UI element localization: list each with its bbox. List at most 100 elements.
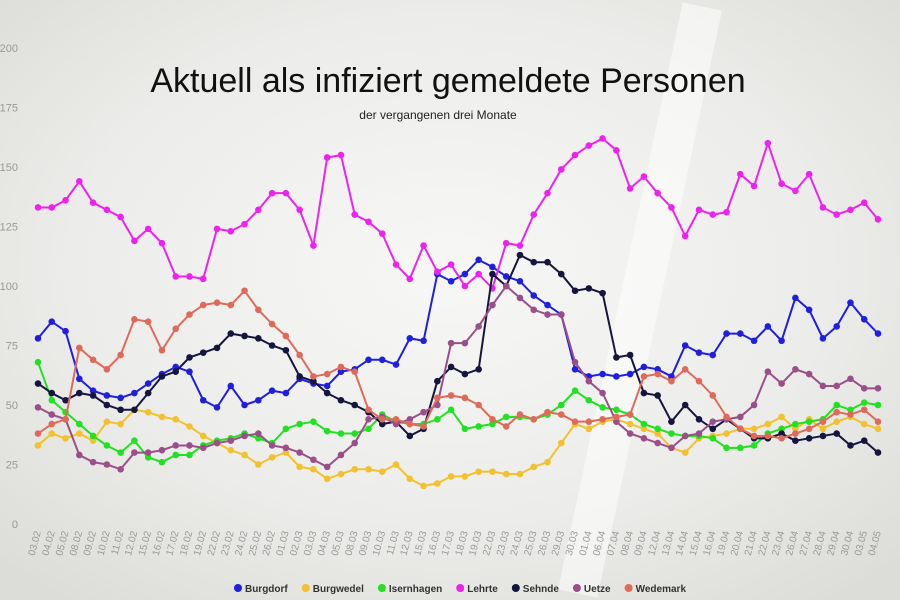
data-point: [736, 413, 744, 421]
data-point: [778, 435, 785, 442]
data-point: [310, 377, 317, 385]
data-point: [723, 430, 730, 437]
data-point: [613, 418, 620, 425]
data-point: [750, 432, 758, 440]
data-point: [296, 351, 303, 359]
data-point: [406, 475, 414, 483]
data-point: [599, 389, 606, 397]
data-point: [626, 370, 634, 378]
data-point: [750, 182, 758, 190]
data-point: [502, 413, 510, 421]
data-point: [323, 463, 331, 471]
data-point: [131, 389, 138, 397]
data-point: [103, 401, 111, 409]
data-point: [186, 273, 193, 280]
data-point: [709, 211, 717, 218]
data-point: [268, 320, 276, 328]
data-point: [640, 435, 648, 442]
data-point: [847, 411, 854, 418]
data-point: [819, 432, 827, 440]
data-point: [323, 389, 331, 397]
data-point: [213, 404, 221, 411]
data-point: [489, 415, 496, 423]
data-point: [62, 197, 69, 204]
data-point: [323, 154, 331, 161]
data-point: [599, 404, 606, 411]
data-point: [351, 439, 359, 447]
data-point: [750, 442, 758, 449]
data-point: [475, 256, 482, 264]
data-point: [76, 451, 83, 459]
data-point: [626, 420, 634, 428]
data-point: [172, 442, 180, 449]
data-point: [792, 430, 799, 437]
data-point: [323, 427, 331, 435]
data-point: [461, 394, 469, 402]
legend-item: Burgdorf: [233, 584, 288, 595]
data-point: [585, 377, 593, 385]
data-point: [420, 337, 427, 345]
data-point: [420, 408, 427, 416]
data-point: [199, 349, 207, 356]
data-point: [640, 425, 648, 433]
data-point: [792, 366, 799, 373]
data-point: [695, 377, 703, 385]
data-point: [131, 237, 138, 245]
data-point: [833, 382, 840, 390]
data-point: [199, 396, 207, 404]
legend-marker: [301, 584, 310, 592]
data-point: [34, 358, 42, 366]
data-point: [599, 370, 606, 378]
data-point: [365, 218, 372, 226]
data-point: [530, 211, 538, 218]
data-point: [585, 396, 593, 404]
data-point: [172, 325, 180, 333]
data-point: [654, 392, 661, 399]
data-point: [847, 375, 854, 383]
data-point: [654, 370, 661, 378]
data-point: [847, 442, 854, 449]
data-point: [833, 430, 840, 437]
data-point: [792, 437, 799, 445]
data-point: [48, 318, 56, 326]
data-point: [860, 406, 868, 414]
data-point: [434, 480, 441, 487]
data-point: [351, 465, 359, 473]
data-point: [695, 206, 703, 214]
data-point: [89, 432, 97, 440]
data-point: [144, 225, 152, 233]
data-point: [282, 332, 290, 340]
data-point: [310, 418, 317, 425]
data-point: [585, 142, 593, 149]
data-point: [819, 418, 827, 425]
data-point: [282, 189, 290, 197]
data-point: [475, 366, 482, 373]
data-point: [158, 373, 166, 380]
data-point: [668, 444, 675, 452]
data-point: [599, 289, 606, 297]
data-point: [434, 415, 441, 423]
data-point: [516, 470, 524, 478]
data-point: [833, 323, 840, 330]
data-point: [406, 432, 414, 440]
data-point: [681, 366, 689, 373]
data-point: [461, 270, 469, 278]
legend-item: Wedemark: [624, 584, 686, 595]
y-tick-label: 200: [0, 43, 18, 55]
data-point: [76, 344, 83, 352]
data-point: [227, 437, 235, 445]
data-point: [282, 389, 290, 397]
data-point: [34, 404, 42, 411]
data-point: [62, 435, 69, 442]
data-point: [860, 437, 868, 445]
data-point: [227, 446, 235, 454]
data-point: [89, 387, 97, 395]
data-point: [323, 370, 331, 378]
data-point: [323, 475, 331, 483]
data-point: [613, 373, 620, 380]
data-point: [695, 349, 703, 356]
data-point: [613, 413, 620, 421]
data-point: [681, 449, 689, 456]
data-point: [131, 437, 138, 445]
data-point: [241, 451, 248, 459]
